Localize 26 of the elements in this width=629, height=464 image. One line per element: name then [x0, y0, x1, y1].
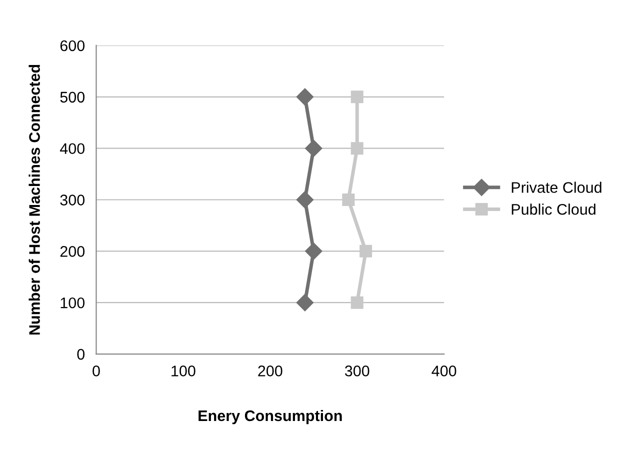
y-tick-label: 300: [60, 194, 85, 206]
y-tick-label: 500: [60, 92, 85, 103]
y-tick-label: 600: [60, 40, 85, 52]
x-axis-title: Enery Consumption: [198, 410, 342, 424]
point: [350, 90, 364, 104]
point: [350, 296, 364, 309]
y-tick-label: 0: [77, 348, 85, 360]
legend-label: Private Cloud: [512, 182, 602, 193]
x-tick-label: 100: [172, 366, 196, 376]
point: [342, 194, 355, 206]
y-tick-label: 400: [60, 143, 85, 154]
point: [305, 140, 322, 157]
y-axis-title: Number of Host Machines Connected: [28, 64, 40, 335]
x-tick-label: 300: [344, 366, 370, 376]
legend-label: Public Cloud: [512, 204, 596, 215]
point: [296, 191, 314, 208]
y-tick-label: 100: [60, 297, 85, 308]
y-tick-label: 200: [60, 246, 85, 257]
x-tick-label: 200: [258, 366, 282, 376]
point: [296, 88, 314, 106]
point: [305, 242, 322, 260]
x-tick-label: 0: [92, 366, 100, 376]
point: [360, 244, 372, 258]
point: [296, 294, 314, 312]
x-tick-label: 400: [432, 366, 456, 376]
point: [350, 142, 364, 155]
